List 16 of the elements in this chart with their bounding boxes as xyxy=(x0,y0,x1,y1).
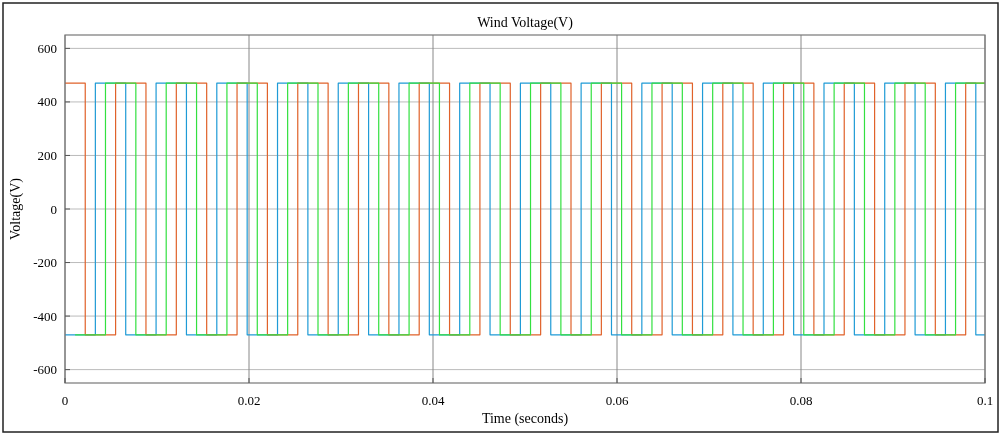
chart-title: Wind Voltage(V) xyxy=(477,15,574,31)
x-tick-label: 0 xyxy=(61,393,69,408)
x-tick-label: 0.1 xyxy=(976,393,994,408)
y-tick-label: -400 xyxy=(33,308,57,324)
x-tick-label: 0.04 xyxy=(421,393,445,408)
y-tick-label: 200 xyxy=(37,147,57,163)
y-tick-label: -200 xyxy=(33,255,57,271)
y-tick-label: 400 xyxy=(37,94,57,110)
x-tick-label: 0.02 xyxy=(237,393,261,408)
y-tick-label: 0 xyxy=(50,201,57,217)
x-axis-title: Time (seconds) xyxy=(481,411,569,427)
y-tick-label: 600 xyxy=(37,40,57,56)
x-tick-label: 0.08 xyxy=(789,393,813,408)
y-axis-title: Voltage(V) xyxy=(8,177,24,240)
x-tick-label: 0.06 xyxy=(605,393,629,408)
y-tick-label: -600 xyxy=(33,362,57,378)
